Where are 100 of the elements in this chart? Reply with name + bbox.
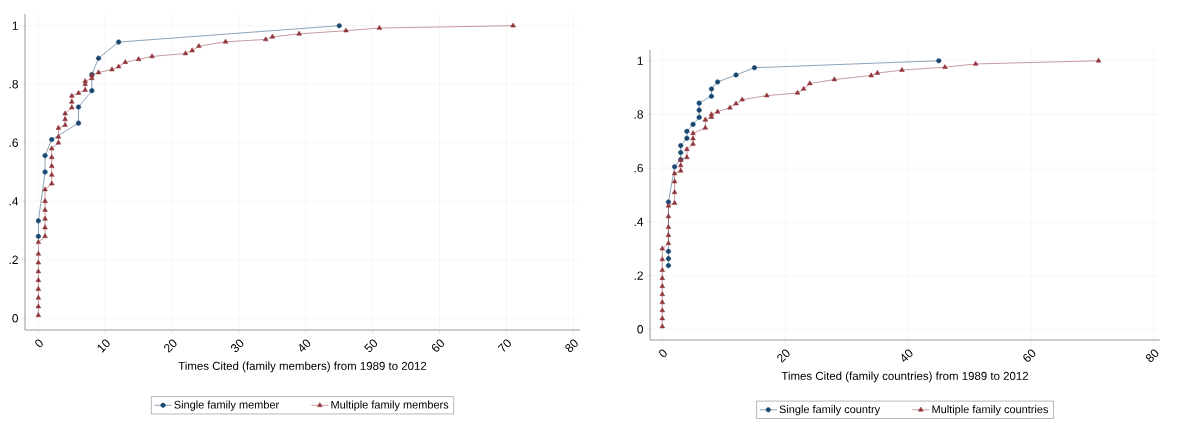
point [973, 60, 979, 66]
point [665, 248, 671, 254]
point [702, 124, 708, 130]
x-tick-label: 70 [497, 339, 511, 352]
point [42, 169, 48, 175]
point [222, 38, 229, 44]
point [714, 108, 721, 114]
point [55, 139, 62, 145]
point [69, 98, 75, 104]
x-tick-label: 30 [230, 339, 244, 353]
x-tick-label: 40 [901, 349, 913, 362]
point [671, 178, 678, 184]
point [708, 111, 715, 117]
x-axis-title: Times Cited (family countries) from 1989 to 2012 [781, 371, 1029, 383]
point [42, 198, 48, 203]
x-tick-label: 60 [431, 339, 444, 352]
point [659, 275, 665, 280]
point [89, 88, 95, 94]
x-tick-label: 40 [299, 339, 311, 352]
point [189, 47, 195, 53]
point [678, 162, 684, 168]
point [708, 93, 714, 99]
point [899, 67, 905, 72]
point [659, 267, 665, 272]
point [49, 154, 55, 160]
point [109, 66, 115, 72]
x-tick-label: 60 [1023, 349, 1036, 362]
point [75, 89, 82, 95]
x-tick-label: 0 [659, 349, 667, 358]
point [62, 110, 68, 116]
legend-label: Single family member [174, 400, 279, 411]
legend-label: Single family country [779, 405, 881, 416]
point [35, 239, 42, 244]
point [665, 263, 671, 269]
point [62, 122, 68, 127]
point [42, 186, 48, 192]
y-tick-label: .8 [634, 110, 643, 119]
point [376, 25, 383, 30]
point [659, 256, 665, 262]
legend-label: Multiple family members [331, 400, 449, 411]
x-tick-label: 20 [777, 349, 790, 363]
x-tick-label: 20 [164, 339, 177, 353]
point [684, 128, 690, 134]
point [96, 55, 102, 61]
legend-label: Multiple family countries [932, 405, 1049, 416]
point [874, 70, 881, 75]
point [659, 291, 665, 296]
point [336, 23, 342, 29]
point [75, 120, 82, 126]
point [49, 136, 55, 143]
point [35, 259, 42, 265]
point [684, 135, 690, 141]
point [671, 170, 678, 176]
x-axis-title: Times Cited (family members) from 1989 to 2012 [178, 361, 427, 373]
point [62, 116, 68, 121]
point [739, 96, 745, 102]
point [115, 63, 122, 69]
point [49, 163, 55, 168]
point [708, 86, 714, 92]
point [733, 72, 739, 78]
point [659, 315, 665, 321]
point [678, 150, 684, 156]
point [659, 283, 665, 288]
point [116, 39, 122, 45]
point [672, 164, 678, 170]
point [35, 218, 41, 224]
point [42, 207, 48, 212]
point [690, 140, 696, 146]
point [49, 145, 55, 151]
point [690, 121, 696, 127]
point [35, 312, 42, 318]
point [671, 200, 678, 205]
point [659, 299, 665, 305]
point [733, 100, 739, 106]
point [35, 294, 42, 300]
x-tick-label: 80 [1145, 349, 1159, 363]
y-tick-label: .6 [9, 138, 18, 147]
point [690, 130, 696, 135]
point [659, 307, 665, 313]
point [49, 171, 55, 177]
point [696, 107, 702, 113]
point [82, 87, 88, 92]
point [794, 89, 801, 95]
point [269, 33, 276, 39]
point [1095, 57, 1102, 63]
point [42, 233, 48, 239]
point [55, 133, 62, 139]
point [35, 277, 42, 282]
point [665, 232, 672, 237]
point [751, 65, 758, 71]
point [684, 154, 690, 160]
point [263, 36, 269, 42]
point [678, 167, 684, 173]
point [510, 22, 516, 28]
point [807, 80, 813, 86]
point [55, 125, 62, 130]
point [764, 92, 770, 98]
point [800, 85, 807, 91]
point [149, 53, 155, 59]
point [42, 224, 48, 230]
